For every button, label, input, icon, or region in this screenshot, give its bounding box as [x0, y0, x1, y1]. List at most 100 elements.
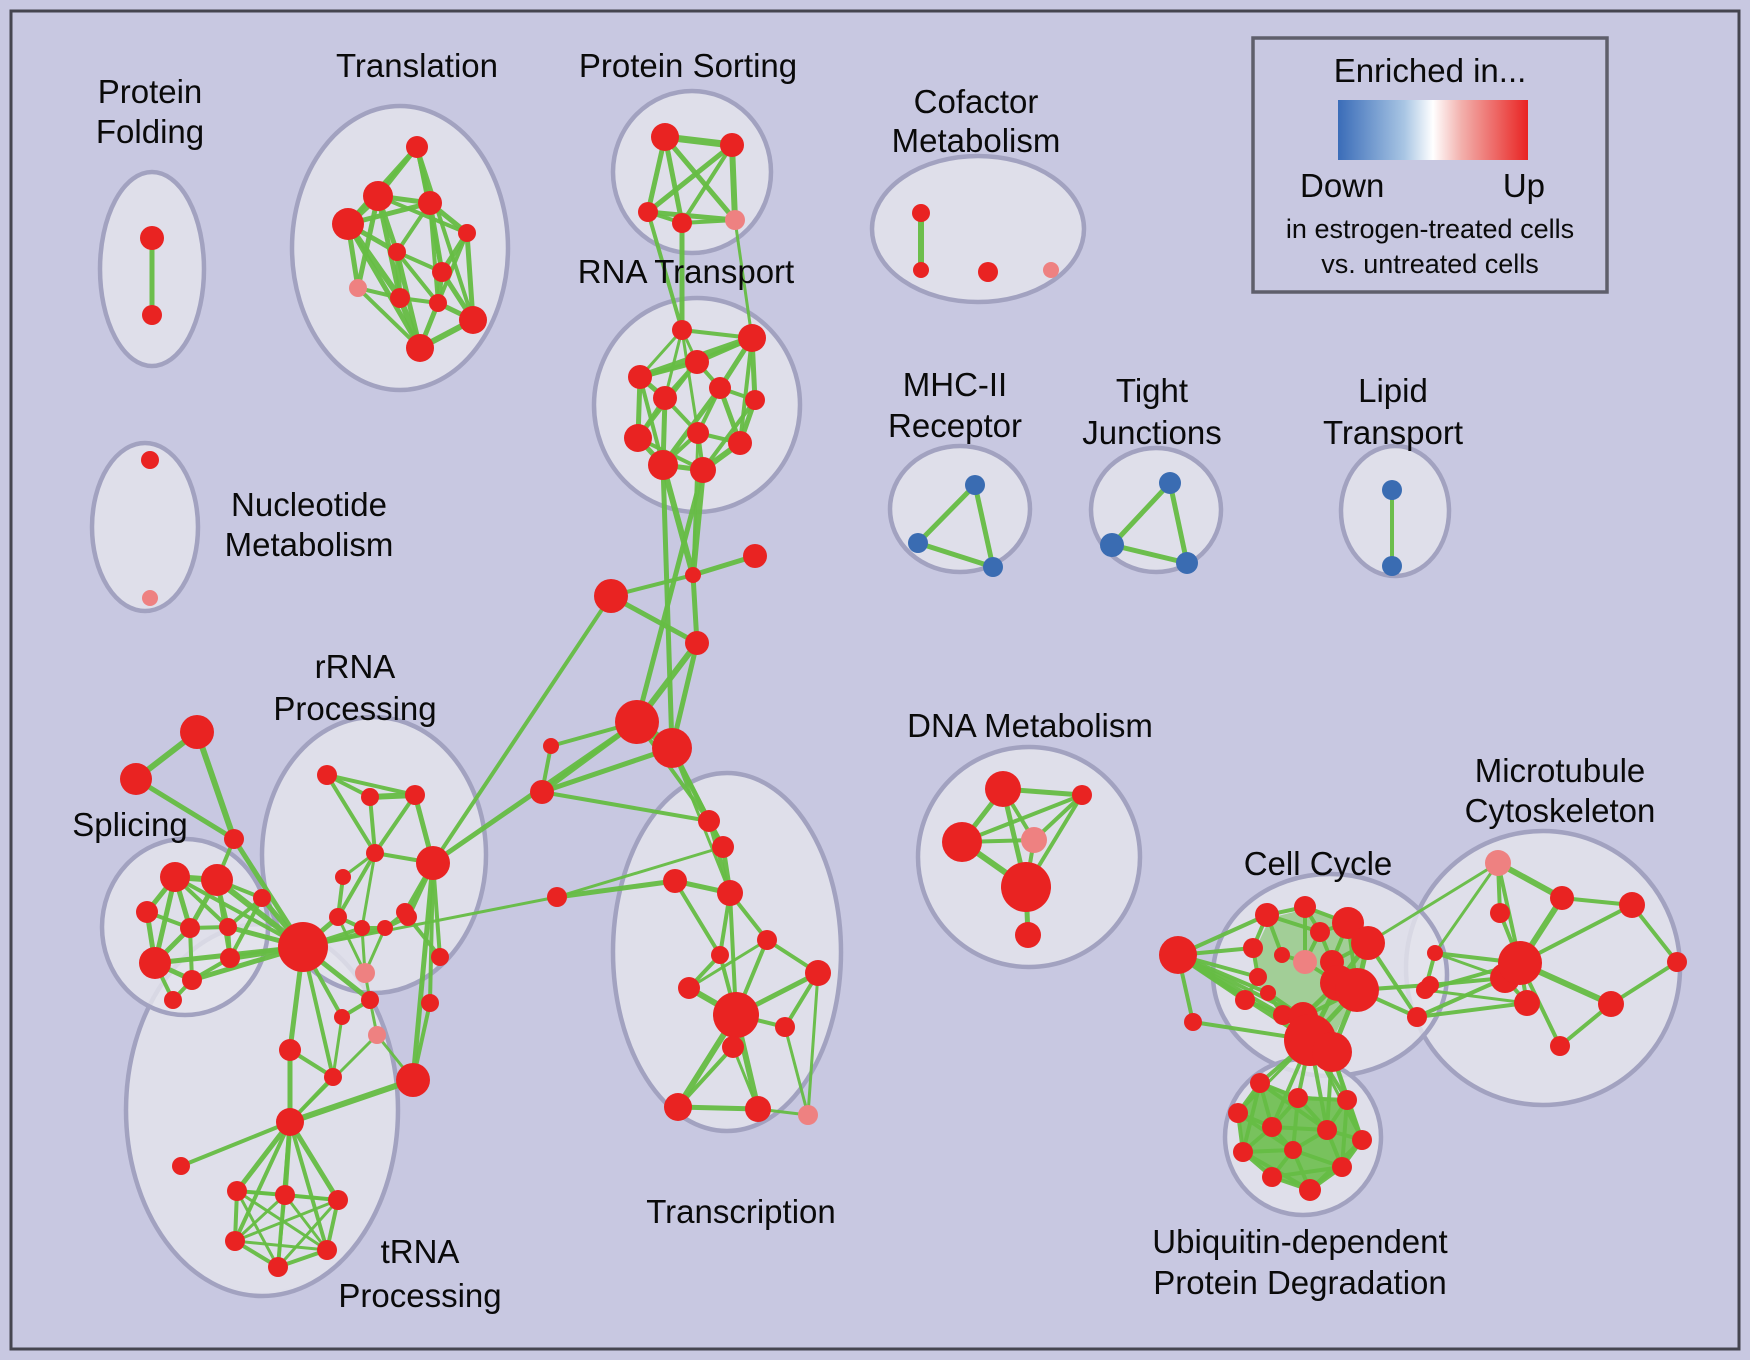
gene-set-node-up[interactable] — [406, 136, 428, 158]
gene-set-node-up[interactable] — [1317, 1120, 1337, 1140]
gene-set-node-up-weak[interactable] — [1043, 262, 1059, 278]
gene-set-node-up[interactable] — [459, 306, 487, 334]
gene-set-node-up[interactable] — [390, 288, 410, 308]
gene-set-node-up[interactable] — [1262, 1117, 1282, 1137]
gene-set-node-up[interactable] — [652, 728, 692, 768]
gene-set-node-up[interactable] — [757, 930, 777, 950]
gene-set-node-up[interactable] — [653, 386, 677, 410]
gene-set-node-down[interactable] — [1159, 472, 1181, 494]
gene-set-node-up[interactable] — [388, 243, 406, 261]
gene-set-node-up[interactable] — [1159, 936, 1197, 974]
gene-set-node-up[interactable] — [1001, 862, 1051, 912]
gene-set-node-up[interactable] — [648, 450, 678, 480]
gene-set-node-up[interactable] — [1294, 896, 1316, 918]
gene-set-node-up[interactable] — [1255, 903, 1279, 927]
gene-set-node-up[interactable] — [1288, 1088, 1308, 1108]
gene-set-node-up-weak[interactable] — [1021, 827, 1047, 853]
gene-set-node-up[interactable] — [687, 422, 709, 444]
gene-set-node-up[interactable] — [396, 1063, 430, 1097]
gene-set-node-up[interactable] — [530, 780, 554, 804]
gene-set-node-up[interactable] — [253, 889, 271, 907]
gene-set-node-up[interactable] — [775, 1017, 795, 1037]
gene-set-node-up[interactable] — [1351, 926, 1385, 960]
gene-set-node-up[interactable] — [1284, 1141, 1302, 1159]
gene-set-node-up[interactable] — [182, 970, 202, 990]
gene-set-node-up[interactable] — [120, 763, 152, 795]
gene-set-node-up[interactable] — [1233, 1142, 1253, 1162]
gene-set-node-up[interactable] — [709, 377, 731, 399]
gene-set-node-up[interactable] — [329, 908, 347, 926]
gene-set-node-up[interactable] — [942, 822, 982, 862]
gene-set-node-up[interactable] — [678, 977, 700, 999]
gene-set-node-up[interactable] — [664, 1093, 692, 1121]
gene-set-node-up[interactable] — [1416, 981, 1434, 999]
gene-set-node-up[interactable] — [317, 1240, 337, 1260]
gene-set-node-up-weak[interactable] — [1485, 850, 1511, 876]
gene-set-node-up-weak[interactable] — [349, 279, 367, 297]
gene-set-node-up[interactable] — [1072, 785, 1092, 805]
gene-set-node-up[interactable] — [405, 785, 425, 805]
gene-set-node-up[interactable] — [416, 846, 450, 880]
gene-set-node-up[interactable] — [1273, 1005, 1293, 1025]
gene-set-node-down[interactable] — [1100, 533, 1124, 557]
gene-set-node-up[interactable] — [432, 262, 452, 282]
gene-set-node-up[interactable] — [728, 431, 752, 455]
gene-set-node-up[interactable] — [717, 880, 743, 906]
gene-set-node-up[interactable] — [615, 700, 659, 744]
gene-set-node-up[interactable] — [672, 213, 692, 233]
gene-set-node-up[interactable] — [1184, 1013, 1202, 1031]
gene-set-node-up[interactable] — [1427, 945, 1443, 961]
gene-set-node-up[interactable] — [406, 334, 434, 362]
gene-set-node-up[interactable] — [698, 810, 720, 832]
gene-set-node-up[interactable] — [1228, 1103, 1248, 1123]
gene-set-node-up[interactable] — [335, 869, 351, 885]
gene-set-node-up[interactable] — [142, 305, 162, 325]
gene-set-node-up[interactable] — [275, 1185, 295, 1205]
gene-set-node-up[interactable] — [651, 123, 679, 151]
gene-set-node-up[interactable] — [220, 948, 240, 968]
gene-set-node-up[interactable] — [722, 1036, 744, 1058]
gene-set-node-down[interactable] — [1382, 556, 1402, 576]
gene-set-node-up[interactable] — [985, 771, 1021, 807]
gene-set-node-up[interactable] — [1550, 886, 1574, 910]
gene-set-node-up[interactable] — [663, 869, 687, 893]
gene-set-node-up[interactable] — [743, 544, 767, 568]
gene-set-node-up[interactable] — [913, 262, 929, 278]
gene-set-node-up[interactable] — [1262, 1167, 1282, 1187]
gene-set-node-up[interactable] — [366, 844, 384, 862]
gene-set-node-up[interactable] — [685, 631, 709, 655]
gene-set-node-up[interactable] — [713, 992, 759, 1038]
gene-set-node-up[interactable] — [745, 1096, 771, 1122]
gene-set-node-up[interactable] — [672, 320, 692, 340]
gene-set-node-up[interactable] — [1235, 990, 1255, 1010]
gene-set-node-up[interactable] — [547, 887, 567, 907]
gene-set-node-up[interactable] — [638, 202, 658, 222]
gene-set-node-up[interactable] — [594, 579, 628, 613]
gene-set-node-up[interactable] — [201, 864, 233, 896]
gene-set-node-up[interactable] — [1250, 1073, 1270, 1093]
gene-set-node-up[interactable] — [458, 224, 476, 242]
gene-set-node-up[interactable] — [1490, 903, 1510, 923]
gene-set-node-up[interactable] — [431, 948, 449, 966]
gene-set-node-up[interactable] — [1299, 1179, 1321, 1201]
gene-set-node-up[interactable] — [624, 424, 652, 452]
gene-set-node-up[interactable] — [1550, 1036, 1570, 1056]
gene-set-node-up[interactable] — [332, 208, 364, 240]
gene-set-node-up-weak[interactable] — [355, 963, 375, 983]
gene-set-node-up[interactable] — [1249, 968, 1267, 986]
gene-set-node-up[interactable] — [1337, 1090, 1357, 1110]
gene-set-node-up[interactable] — [720, 133, 744, 157]
gene-set-node-up[interactable] — [279, 1039, 301, 1061]
gene-set-node-up[interactable] — [421, 994, 439, 1012]
gene-set-node-up[interactable] — [1243, 938, 1263, 958]
gene-set-node-up[interactable] — [334, 1009, 350, 1025]
gene-set-node-up[interactable] — [1598, 991, 1624, 1017]
gene-set-node-up[interactable] — [543, 738, 559, 754]
gene-set-node-up[interactable] — [227, 1181, 247, 1201]
gene-set-node-up[interactable] — [160, 862, 190, 892]
gene-set-node-up[interactable] — [1015, 922, 1041, 948]
gene-set-node-up[interactable] — [1667, 952, 1687, 972]
gene-set-node-up[interactable] — [429, 294, 447, 312]
gene-set-node-up[interactable] — [912, 204, 930, 222]
gene-set-node-up-weak[interactable] — [725, 210, 745, 230]
